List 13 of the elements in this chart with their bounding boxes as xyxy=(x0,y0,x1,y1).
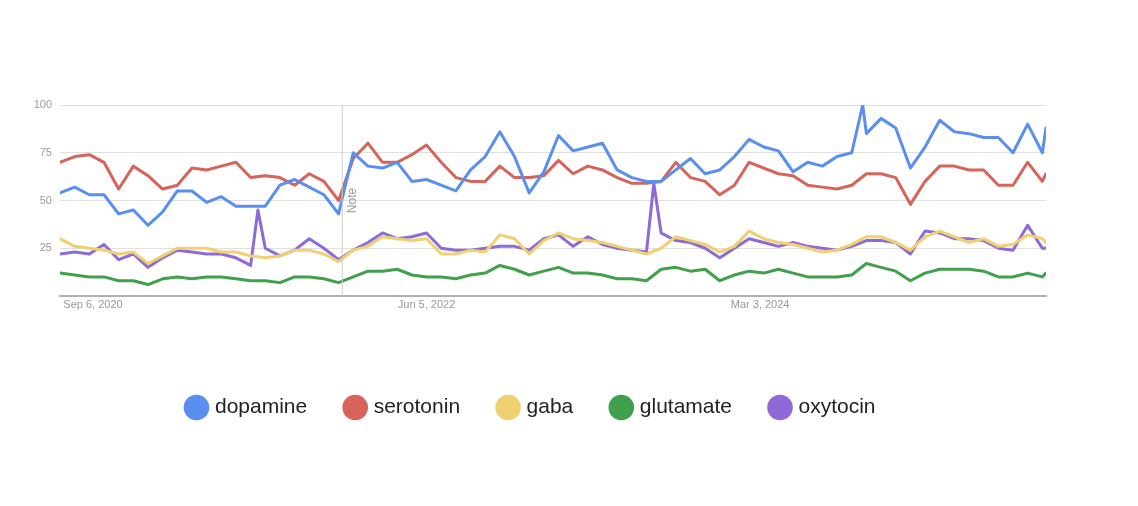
ref-line-label: Note xyxy=(344,187,359,214)
y-tick-label: 75 xyxy=(39,145,52,158)
legend-label: dopamine xyxy=(214,394,308,418)
y-tick-label: 25 xyxy=(39,241,52,254)
x-tick-label: Jun 5, 2022 xyxy=(397,297,456,310)
legend-label: oxytocin xyxy=(798,394,876,418)
legend-label: gaba xyxy=(526,394,574,418)
y-tick-label: 50 xyxy=(39,193,52,206)
y-tick-label: 100 xyxy=(33,98,52,111)
x-tick-label: Sep 6, 2020 xyxy=(63,297,123,310)
legend-label: serotonin xyxy=(373,394,461,418)
legend-label: glutamate xyxy=(639,394,733,418)
x-tick-label: Mar 3, 2024 xyxy=(730,297,790,310)
